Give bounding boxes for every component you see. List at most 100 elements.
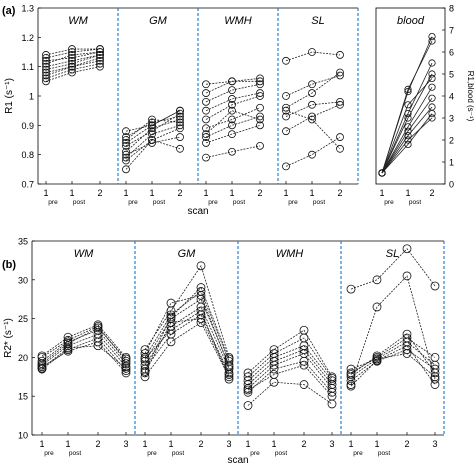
data-point-gm [176, 115, 184, 124]
data-point-wmh [256, 103, 264, 112]
data-point-wm [121, 359, 131, 369]
x-tick-label: 1 [149, 188, 154, 198]
group-title-wm: WM [68, 15, 88, 27]
x-axis-label: scan [187, 206, 208, 217]
series-line-wm [41, 333, 127, 367]
series-line-wmh [247, 337, 333, 379]
data-point-sl [402, 271, 412, 281]
x-tick-label: 2 [177, 188, 182, 198]
group-title-wm: WM [74, 248, 94, 260]
data-point-wmh [256, 74, 264, 83]
data-point-sl [430, 281, 440, 291]
group-title-sl: SL [311, 15, 324, 27]
x-tick-label: 1 [39, 439, 44, 449]
data-point-wm [42, 59, 50, 68]
data-point-gm [196, 306, 206, 316]
series-line-wm [45, 51, 101, 62]
series-line-wmh [205, 95, 261, 120]
series-line-wmh [247, 349, 333, 385]
data-point-wm [42, 62, 50, 71]
data-point-wm [42, 74, 50, 83]
data-point-wm [42, 51, 50, 59]
series-line-gm [144, 290, 230, 362]
series-line-wm [41, 341, 127, 374]
group-title-gm: GM [178, 248, 197, 260]
data-point-wm [93, 337, 103, 347]
data-point-wmh [256, 141, 264, 150]
data-point-wm [68, 51, 76, 59]
data-point-gm [140, 345, 150, 355]
data-point-gm [122, 127, 130, 136]
x-tick-label: 3 [226, 439, 231, 449]
data-point-gm [224, 354, 234, 364]
x-tick-label: 1 [142, 439, 147, 449]
x-tick-sublabel: pre [208, 199, 218, 206]
data-point-gm [148, 139, 156, 147]
blood-series-line [381, 62, 433, 174]
data-point-wmh [202, 124, 210, 133]
series-line-gm [144, 286, 230, 372]
x-tick-sublabel: post [73, 199, 85, 206]
data-point-wmh [299, 360, 309, 370]
blood-y-tick-label: 6 [449, 48, 454, 58]
series-line-wmh [247, 329, 333, 378]
data-point-sl [372, 302, 382, 312]
data-point-wm [42, 56, 50, 65]
series-line-wmh [247, 360, 333, 393]
data-point-wm [37, 363, 47, 373]
x-tick-sublabel: post [313, 199, 325, 206]
data-point-wm [68, 62, 76, 71]
series-line-wm [45, 54, 101, 70]
blood-data-point [404, 101, 412, 109]
series-line-sl [285, 104, 341, 132]
group-title-gm: GM [149, 15, 168, 27]
x-tick-label: 1 [168, 439, 173, 449]
data-point-sl [430, 374, 440, 384]
data-point-sl [282, 106, 290, 115]
data-point-wmh [256, 115, 264, 124]
series-line-gm [144, 264, 230, 358]
data-point-wm [42, 68, 50, 77]
blood-data-point [404, 136, 412, 144]
x-tick-sublabel: pre [147, 450, 157, 457]
series-line-sl [350, 353, 436, 378]
data-point-wmh [299, 325, 309, 335]
data-point-wm [63, 343, 73, 353]
series-line-wmh [205, 116, 261, 138]
panel-b-label: (b) [2, 259, 16, 271]
data-point-wmh [256, 77, 264, 86]
data-point-gm [122, 136, 130, 144]
data-point-sl [336, 144, 344, 153]
data-point-wmh [202, 106, 210, 115]
series-line-gm [125, 139, 181, 161]
x-tick-label: 1 [374, 439, 379, 449]
x-tick-label: 1 [271, 439, 276, 449]
series-line-wm [41, 327, 127, 364]
series-line-wm [45, 48, 100, 56]
series-line-gm [125, 119, 181, 141]
data-point-wmh [202, 115, 210, 124]
blood-y-tick-label: 3 [449, 114, 454, 124]
data-point-sl [346, 364, 356, 374]
data-point-sl [336, 133, 344, 141]
data-point-wmh [228, 100, 236, 109]
data-point-gm [196, 261, 206, 271]
data-point-wmh [228, 77, 236, 86]
data-point-sl [372, 275, 382, 285]
group-title-sl: SL [386, 248, 399, 260]
data-point-wmh [256, 121, 264, 130]
x-tick-sublabel: pre [128, 199, 138, 206]
data-point-sl [372, 356, 382, 365]
blood-y-tick-label: 5 [449, 70, 454, 80]
series-line-gm [125, 113, 181, 147]
data-point-wm [96, 51, 104, 59]
data-point-sl [282, 92, 290, 100]
data-point-sl [402, 329, 412, 339]
series-line-sl [350, 349, 436, 382]
data-point-gm [176, 121, 184, 130]
y-tick-label: 15 [18, 392, 28, 402]
data-point-wm [68, 45, 76, 53]
data-point-gm [140, 366, 150, 376]
x-tick-label: 3 [432, 439, 437, 449]
data-point-wmh [299, 380, 309, 389]
